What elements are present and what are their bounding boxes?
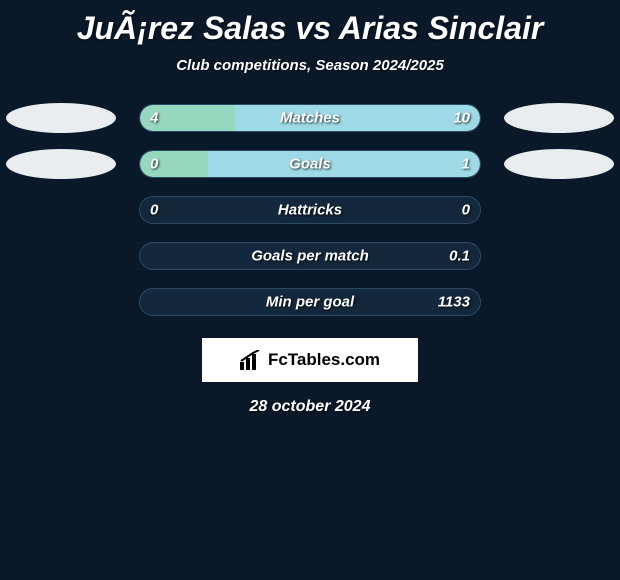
stat-label: Hattricks (278, 202, 342, 219)
stat-value-left: 0 (150, 202, 158, 219)
stat-value-right: 0 (462, 202, 470, 219)
stat-bar-track: Min per goal 1133 (139, 288, 481, 316)
stat-value-right: 10 (453, 110, 470, 127)
avatar-ellipse-left (6, 103, 116, 133)
stat-bar-track: Hattricks 0 0 (139, 196, 481, 224)
date-footer: 28 october 2024 (0, 398, 620, 416)
stat-value-left: 4 (150, 110, 158, 127)
subtitle: Club competitions, Season 2024/2025 (0, 57, 620, 74)
stat-bar-track: Goals 0 1 (139, 150, 481, 178)
avatar-ellipse-right (504, 149, 614, 179)
stat-value-left: 0 (150, 156, 158, 173)
watermark-text: FcTables.com (268, 350, 380, 370)
page-title: JuÃ¡rez Salas vs Arias Sinclair (0, 0, 620, 47)
stat-row: Matches 4 10 (0, 104, 620, 132)
stat-label: Goals (289, 156, 331, 173)
stat-row: Goals per match 0.1 (0, 242, 620, 270)
stat-label: Goals per match (251, 248, 369, 265)
avatar-ellipse-right (504, 103, 614, 133)
stat-value-right: 1 (462, 156, 470, 173)
stat-value-right: 0.1 (449, 248, 470, 265)
stat-bar-right (235, 105, 480, 131)
stat-label: Matches (280, 110, 340, 127)
avatar-ellipse-left (6, 149, 116, 179)
chart-icon (240, 350, 262, 370)
stat-value-right: 1133 (438, 294, 470, 311)
watermark: FcTables.com (202, 338, 418, 382)
stat-bar-track: Goals per match 0.1 (139, 242, 481, 270)
stat-row: Hattricks 0 0 (0, 196, 620, 224)
stat-bar-right (208, 151, 480, 177)
stat-label: Min per goal (266, 294, 354, 311)
stat-row: Goals 0 1 (0, 150, 620, 178)
stats-container: Matches 4 10 Goals 0 1 Hattricks 0 0 Goals per ma… (0, 104, 620, 316)
stat-bar-track: Matches 4 10 (139, 104, 481, 132)
stat-row: Min per goal 1133 (0, 288, 620, 316)
